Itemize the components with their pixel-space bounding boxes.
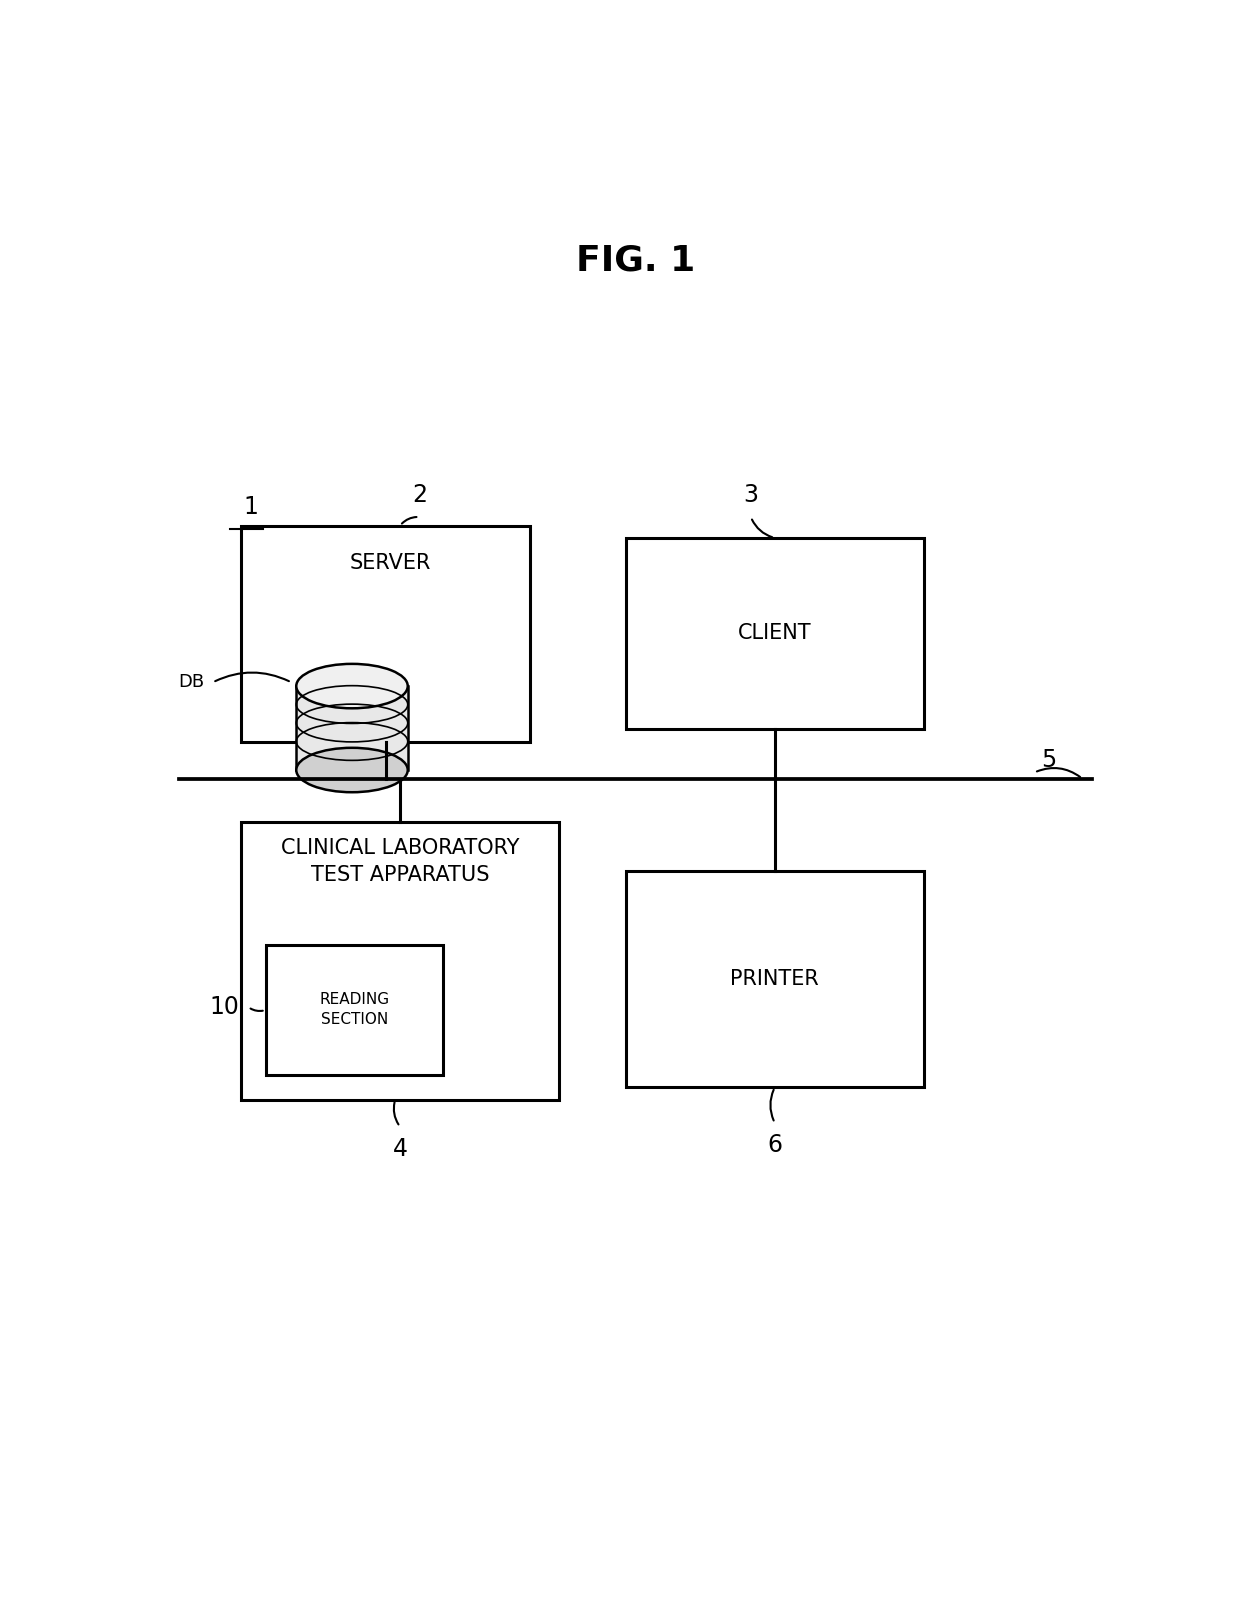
Text: CLINICAL LABORATORY
TEST APPARATUS: CLINICAL LABORATORY TEST APPARATUS: [280, 838, 520, 885]
Bar: [626, 870, 924, 1087]
Text: FIG. 1: FIG. 1: [575, 244, 696, 277]
Text: 3: 3: [743, 483, 759, 507]
Bar: [242, 526, 529, 742]
Text: 2: 2: [412, 483, 427, 507]
Bar: [296, 686, 408, 769]
Text: SERVER: SERVER: [350, 553, 432, 572]
Text: PRINTER: PRINTER: [730, 968, 820, 989]
Bar: [265, 946, 444, 1076]
Text: 1: 1: [244, 495, 258, 519]
Text: CLIENT: CLIENT: [738, 624, 812, 643]
Bar: [626, 539, 924, 729]
Text: READING
SECTION: READING SECTION: [320, 992, 389, 1028]
Text: 10: 10: [210, 995, 239, 1020]
Text: 5: 5: [1042, 749, 1056, 773]
Text: 6: 6: [768, 1133, 782, 1157]
Bar: [242, 822, 559, 1100]
Ellipse shape: [296, 664, 408, 709]
Text: 4: 4: [393, 1137, 408, 1161]
Text: DB: DB: [179, 673, 205, 691]
Ellipse shape: [296, 747, 408, 792]
